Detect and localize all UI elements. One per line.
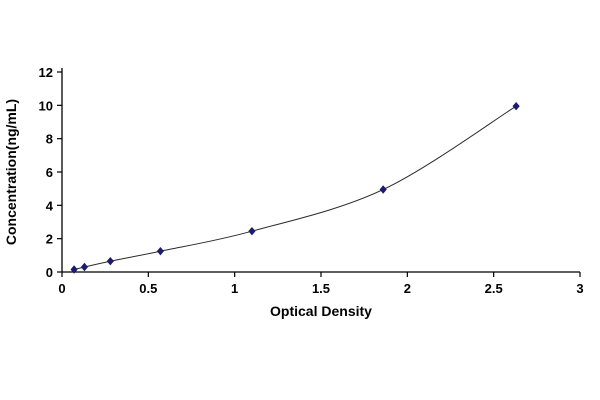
y-tick-label: 6: [46, 165, 53, 180]
series-line: [73, 105, 517, 270]
y-tick-label: 2: [46, 232, 53, 247]
x-tick-label: 0: [58, 281, 65, 296]
x-tick-label: 1.5: [312, 281, 330, 296]
y-axis-title: Concentration(ng/mL): [3, 99, 19, 245]
data-point-marker: [379, 185, 387, 194]
y-tick-label: 12: [39, 65, 53, 80]
y-tick-label: 4: [46, 198, 54, 213]
data-point-marker: [512, 101, 520, 111]
data-point-marker: [106, 256, 114, 266]
data-point-marker: [80, 262, 89, 272]
y-tick-label: 8: [46, 132, 53, 147]
y-tick-label: 10: [39, 98, 53, 113]
plot-area: 0 0.5 1 1.5 2 2.5 3 0 2 4 6 8 10 12: [39, 65, 584, 296]
data-point-marker: [156, 246, 165, 256]
data-point-marker: [70, 265, 78, 274]
x-tick-label: 1: [231, 281, 238, 296]
x-tick-label: 2.5: [485, 281, 503, 296]
x-tick-label: 0.5: [139, 281, 157, 296]
x-tick-label: 2: [404, 281, 411, 296]
x-tick-label: 3: [576, 281, 583, 296]
y-tick-label: 0: [46, 265, 53, 280]
x-axis-title: Optical Density: [270, 303, 372, 319]
data-point-marker: [248, 226, 256, 236]
